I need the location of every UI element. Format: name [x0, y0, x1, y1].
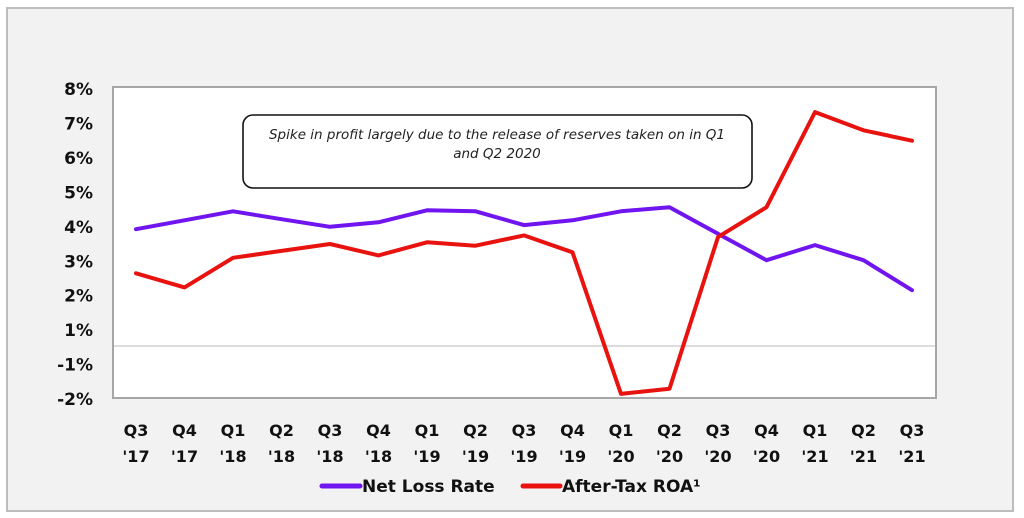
y-tick-label: 8% [64, 80, 93, 100]
x-tick-label: Q2'19 [462, 421, 489, 466]
x-axis-ticks: Q3'17 Q4'17 Q1'18 Q2'18 Q3'18 Q4'18 Q1'19 Q2'19… [122, 421, 925, 466]
y-tick-label: 2% [64, 287, 93, 307]
y-tick-label: -2% [57, 390, 93, 410]
x-tick-label: Q1'18 [219, 421, 246, 466]
legend-label-net-loss-rate: Net Loss Rate [362, 477, 495, 497]
x-tick-label: Q2'20 [656, 421, 683, 466]
y-axis-ticks: 8% 7% 6% 5% 4% 3% 2% 1% -1% -2% [57, 80, 93, 410]
y-tick-label: 1% [64, 321, 93, 341]
x-tick-label: Q2'21 [850, 421, 877, 466]
y-tick-label: 7% [64, 114, 93, 134]
x-tick-label: Q4'18 [365, 421, 392, 466]
legend-label-after-tax-roa: After-Tax ROA¹ [562, 477, 701, 497]
x-tick-label: Q3'20 [704, 421, 731, 466]
x-tick-label: Q4'20 [753, 421, 780, 466]
annotation-box: Spike in profit largely due to the relea… [242, 114, 753, 189]
annotation-border [242, 114, 753, 189]
x-tick-label: Q4'19 [559, 421, 586, 466]
legend-item-after-tax-roa: After-Tax ROA¹ [520, 477, 701, 497]
y-tick-label: 3% [64, 252, 93, 272]
y-tick-label: 6% [64, 149, 93, 169]
legend: Net Loss Rate After-Tax ROA¹ [319, 477, 701, 497]
x-tick-label: Q2'18 [268, 421, 295, 466]
y-tick-label: -1% [57, 356, 93, 376]
annotation-line-2: and Q2 2020 [453, 146, 541, 162]
annotation-line-1: Spike in profit largely due to the relea… [269, 127, 725, 143]
series-lines [134, 110, 914, 396]
y-tick-label: 5% [64, 183, 93, 203]
x-tick-label: Q1'20 [607, 421, 634, 466]
x-tick-label: Q3'18 [316, 421, 343, 466]
x-tick-label: Q4'17 [171, 421, 198, 466]
legend-item-net-loss-rate: Net Loss Rate [319, 477, 495, 497]
x-tick-label: Q3'17 [122, 421, 149, 466]
x-tick-label: Q3'19 [510, 421, 537, 466]
x-tick-label: Q1'21 [801, 421, 828, 466]
x-tick-label: Q1'19 [413, 421, 440, 466]
y-tick-label: 4% [64, 218, 93, 238]
x-tick-label: Q3'21 [898, 421, 925, 466]
